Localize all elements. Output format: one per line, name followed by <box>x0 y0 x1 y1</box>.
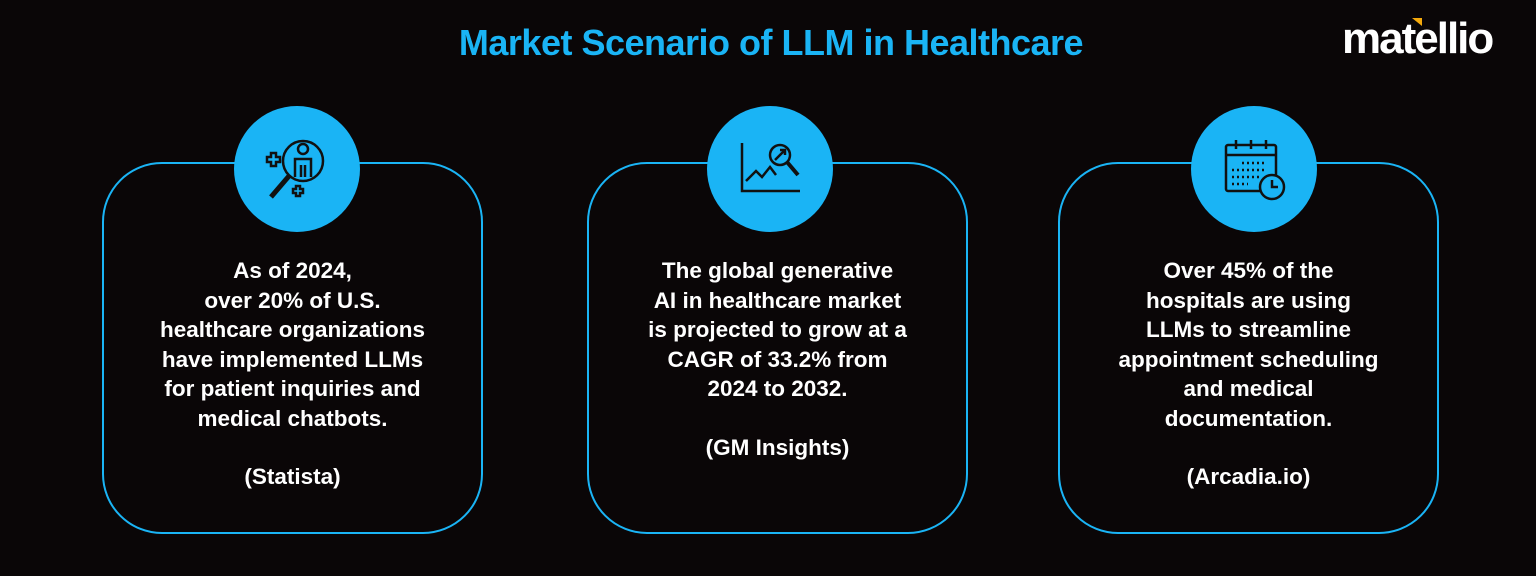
card-source: (Statista) <box>244 464 341 489</box>
chart-magnifier-growth-icon <box>707 106 833 232</box>
matellio-logo: matellio <box>1342 14 1494 63</box>
calendar-clock-icon <box>1191 106 1317 232</box>
stat-card-hospital-usage: Over 45% of the hospitals are using LLMs t… <box>1058 162 1439 534</box>
stat-card-market-growth: The global generative AI in healthcare ma… <box>587 162 968 534</box>
card-text: The global generative AI in healthcare ma… <box>589 256 966 462</box>
card-text: Over 45% of the hospitals are using LLMs t… <box>1060 256 1437 492</box>
page-title: Market Scenario of LLM in Healthcare <box>458 22 1084 63</box>
card-text: As of 2024, over 20% of U.S. healthcare or… <box>104 256 481 492</box>
card-source: (GM Insights) <box>705 434 850 460</box>
magnifier-person-medical-icon <box>234 106 360 232</box>
stat-card-adoption: As of 2024, over 20% of U.S. healthcare or… <box>102 162 483 534</box>
card-source: (Arcadia.io) <box>1186 464 1311 489</box>
